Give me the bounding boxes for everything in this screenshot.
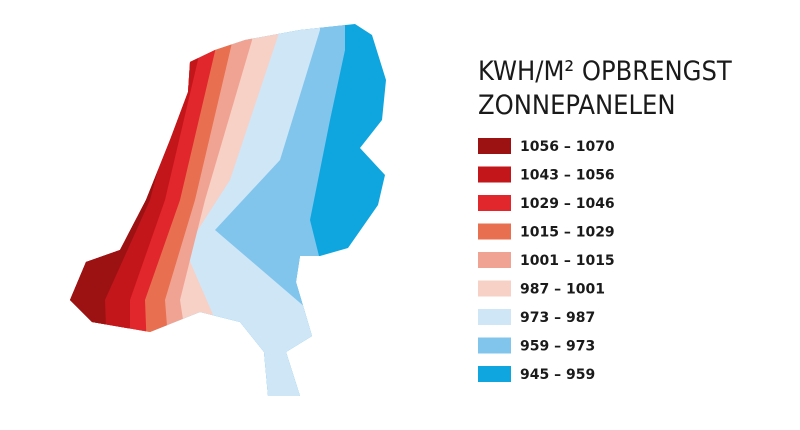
legend-label: 1056 – 1070 — [520, 139, 615, 155]
legend-label: 987 – 1001 — [520, 282, 605, 298]
legend-swatch — [478, 166, 511, 183]
legend-swatch — [478, 366, 511, 382]
legend-label: 973 – 987 — [520, 310, 595, 326]
legend-swatch — [478, 195, 511, 211]
legend-label: 945 – 959 — [520, 367, 595, 383]
legend-swatch — [478, 337, 511, 354]
legend-label: 1043 – 1056 — [520, 168, 615, 184]
legend-label: 1015 – 1029 — [520, 225, 615, 241]
legend: 1056 – 1070 1043 – 1056 1029 – 1046 1015 – … — [478, 138, 615, 383]
legend-swatch — [478, 280, 511, 297]
title: ZONNEPANELEN — [478, 90, 676, 121]
legend-label: 959 – 973 — [520, 339, 595, 355]
legend-swatch — [478, 309, 511, 325]
legend-label: 1001 – 1015 — [520, 253, 615, 269]
title: KWH/M² OPBRENGST — [478, 56, 732, 87]
legend-swatch — [478, 223, 511, 240]
legend-swatch — [478, 138, 511, 154]
legend-label: 1029 – 1046 — [520, 196, 615, 212]
map — [70, 24, 386, 396]
legend-swatch — [478, 252, 511, 268]
